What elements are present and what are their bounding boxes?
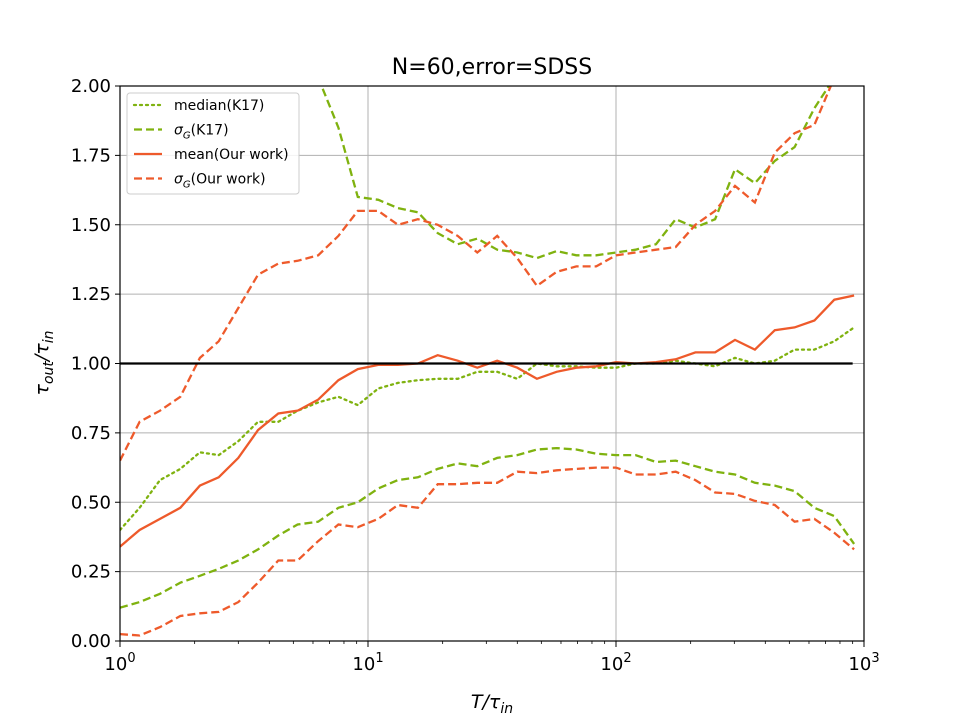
x-axis-title: T/τin — [471, 691, 513, 717]
y-tick-label: 0.25 — [71, 562, 111, 583]
series-line-0 — [120, 326, 856, 532]
legend-label-1: σG(K17) — [174, 123, 229, 142]
chart-title: N=60,error=SDSS — [392, 55, 592, 80]
x-tick-label: 101 — [352, 651, 383, 675]
series-line-2 — [320, 86, 831, 260]
legend: median(K17) σG(K17) mean(Our work) σG(Our w… — [126, 92, 300, 195]
y-tick-label: 0.75 — [71, 423, 111, 444]
x-tick-label: 100 — [104, 651, 135, 675]
y-tick-label: 1.25 — [71, 284, 111, 305]
y-tick-label: 0.00 — [71, 631, 111, 652]
legend-box — [126, 92, 300, 195]
y-tick-label: 2.00 — [71, 76, 111, 97]
y-axis-title: τout/τin — [31, 331, 57, 396]
y-tick-label: 1.50 — [71, 215, 111, 236]
series-line-5 — [120, 466, 855, 637]
series-line-1 — [120, 446, 856, 609]
legend-label-0: median(K17) — [174, 98, 264, 114]
y-tick-label: 1.00 — [71, 354, 111, 375]
x-tick-label: 102 — [600, 651, 631, 675]
series-line-4 — [120, 86, 833, 462]
y-tick-label: 0.50 — [71, 492, 111, 513]
legend-label-3: σG(Our work) — [174, 172, 266, 191]
x-tick-label: 103 — [848, 651, 879, 675]
y-tick-label: 1.75 — [71, 145, 111, 166]
legend-label-2: mean(Our work) — [174, 147, 289, 163]
